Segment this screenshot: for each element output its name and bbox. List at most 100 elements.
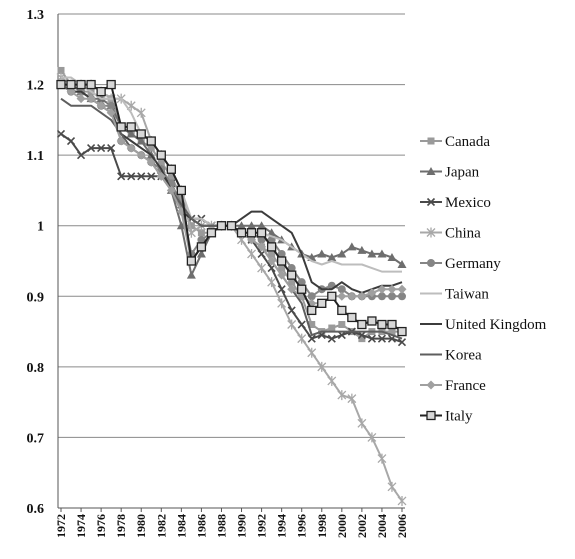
data-point — [426, 167, 436, 175]
data-point — [317, 361, 327, 372]
data-point — [57, 66, 65, 74]
data-point — [287, 284, 297, 294]
data-point — [398, 292, 406, 301]
legend-item: United Kingdom — [420, 317, 547, 333]
legend-label: Italy — [445, 409, 473, 425]
data-point — [166, 185, 176, 195]
data-point — [146, 157, 156, 167]
x-tick-label: 2002 — [355, 514, 369, 538]
data-point — [107, 101, 116, 110]
data-point — [307, 292, 316, 301]
data-point — [247, 221, 257, 230]
data-point — [307, 334, 316, 343]
data-point — [357, 418, 367, 429]
legend-label: United Kingdom — [445, 317, 547, 333]
data-point — [297, 320, 306, 329]
data-point — [426, 410, 436, 421]
data-point — [106, 108, 116, 118]
data-point — [76, 79, 86, 90]
data-point — [388, 328, 396, 336]
data-point — [167, 172, 175, 180]
x-tick-label: 1986 — [194, 514, 208, 538]
x-tick-label: 1982 — [154, 514, 168, 538]
data-point — [347, 242, 357, 251]
data-point — [117, 172, 126, 181]
data-point — [226, 221, 237, 231]
data-point — [66, 87, 76, 97]
y-tick-label: 0.6 — [27, 502, 45, 517]
data-point — [337, 285, 346, 294]
data-point — [257, 235, 266, 244]
data-point — [357, 245, 367, 254]
data-point — [377, 284, 387, 294]
data-point — [427, 259, 435, 267]
data-point — [257, 221, 267, 230]
data-point — [257, 263, 267, 274]
data-point — [116, 122, 126, 132]
data-point — [327, 291, 337, 301]
data-point — [268, 250, 276, 258]
data-point — [387, 292, 396, 301]
data-point — [66, 136, 76, 146]
legend-label: China — [445, 226, 481, 242]
data-point — [116, 136, 126, 146]
y-tick-label: 1 — [37, 220, 44, 235]
series-line — [60, 83, 402, 305]
x-tick-label: 1988 — [214, 514, 228, 538]
data-point — [56, 79, 66, 90]
x-tick-label: 1994 — [275, 514, 289, 538]
data-point — [397, 495, 407, 506]
data-point — [287, 264, 296, 273]
data-point — [397, 260, 407, 269]
data-point — [337, 390, 347, 401]
data-point — [397, 284, 407, 294]
data-point — [347, 312, 357, 323]
x-tick-label: 1984 — [174, 514, 188, 538]
data-point — [327, 334, 336, 343]
data-point — [287, 306, 296, 315]
legend-label: France — [445, 378, 486, 394]
data-point — [107, 144, 116, 153]
data-point — [96, 101, 106, 111]
data-point — [76, 151, 86, 160]
data-point — [247, 235, 257, 245]
data-point — [56, 129, 66, 139]
data-point — [337, 249, 347, 258]
data-point — [176, 185, 187, 196]
data-point — [137, 172, 146, 181]
data-point — [126, 129, 136, 138]
data-point — [187, 222, 195, 230]
x-tick-label: 2006 — [395, 514, 409, 538]
x-tick-label: 1998 — [315, 514, 329, 538]
data-point — [308, 321, 316, 329]
data-point — [277, 249, 286, 258]
data-point — [337, 291, 347, 301]
data-point — [347, 393, 357, 404]
data-point — [358, 335, 366, 343]
data-point — [127, 172, 136, 181]
data-point — [277, 298, 287, 309]
y-tick-label: 0.8 — [27, 361, 45, 376]
data-point — [377, 292, 386, 301]
data-point — [206, 228, 217, 238]
data-point — [147, 144, 155, 152]
data-point — [166, 164, 176, 174]
data-point — [367, 288, 377, 298]
data-point — [126, 143, 136, 153]
data-point — [338, 321, 346, 329]
data-point — [267, 228, 277, 237]
data-point — [307, 305, 317, 316]
y-tick-label: 0.7 — [27, 431, 45, 446]
y-tick-label: 1.2 — [27, 79, 45, 94]
x-tick-label: 1972 — [54, 514, 68, 538]
series-lines — [56, 66, 407, 506]
data-point — [106, 79, 116, 90]
data-point — [156, 171, 166, 181]
data-point — [156, 150, 166, 160]
data-point — [247, 248, 257, 259]
data-point — [266, 242, 277, 252]
x-tick-label: 1976 — [94, 514, 108, 538]
data-point — [288, 278, 296, 286]
data-point — [337, 331, 346, 340]
